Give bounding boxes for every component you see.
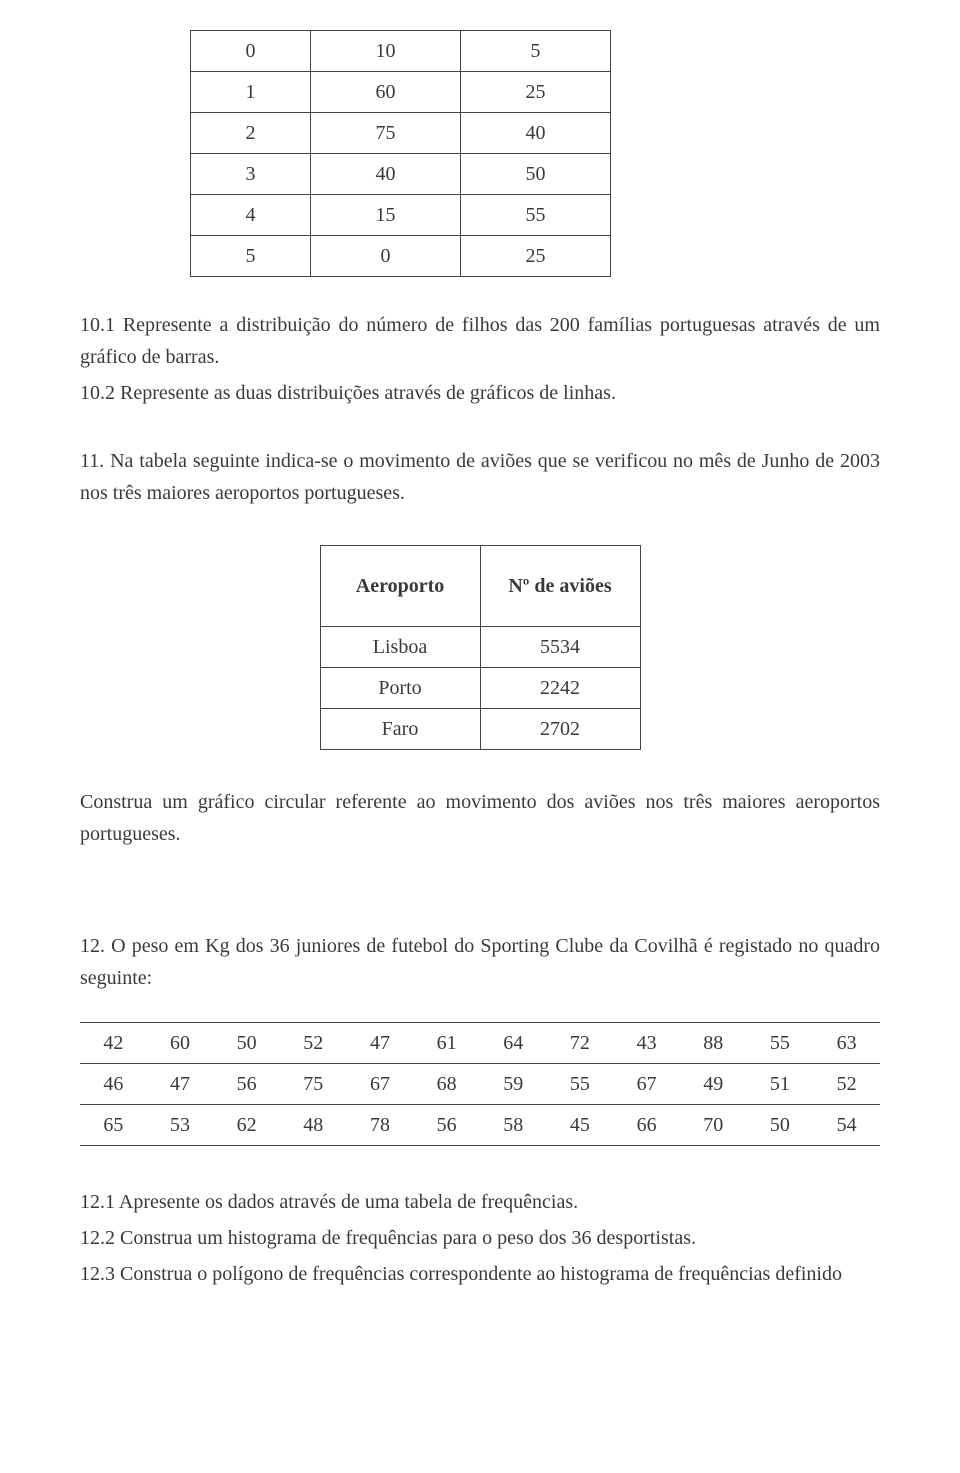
header-avioes: Nº de aviões	[480, 546, 640, 627]
cell: Faro	[320, 709, 480, 750]
cell: 3	[191, 154, 311, 195]
cell: 65	[80, 1105, 147, 1146]
cell: Porto	[320, 668, 480, 709]
cell: 60	[311, 72, 461, 113]
question-12: 12. O peso em Kg dos 36 juniores de fute…	[80, 930, 880, 994]
cell: 60	[147, 1023, 214, 1064]
cell: 48	[280, 1105, 347, 1146]
table-row: 426050524761647243885563	[80, 1023, 880, 1064]
cell: 75	[280, 1064, 347, 1105]
cell: 0	[191, 31, 311, 72]
cell: 88	[680, 1023, 747, 1064]
cell: 56	[413, 1105, 480, 1146]
cell: 61	[413, 1023, 480, 1064]
table-pesos-body: 426050524761647243885563 464756756768595…	[80, 1023, 880, 1146]
table-row: 41555	[191, 195, 611, 236]
cell: 55	[461, 195, 611, 236]
cell: 62	[213, 1105, 280, 1146]
cell: 66	[613, 1105, 680, 1146]
cell: 52	[280, 1023, 347, 1064]
cell: 50	[461, 154, 611, 195]
cell: 47	[347, 1023, 414, 1064]
table-row: Porto2242	[320, 668, 640, 709]
cell: 1	[191, 72, 311, 113]
table-row: Faro2702	[320, 709, 640, 750]
table-row: 27540	[191, 113, 611, 154]
question-11: 11. Na tabela seguinte indica-se o movim…	[80, 445, 880, 509]
cell: 72	[547, 1023, 614, 1064]
cell: 43	[613, 1023, 680, 1064]
cell: 5534	[480, 627, 640, 668]
question-11b: Construa um gráfico circular referente a…	[80, 786, 880, 850]
cell: 58	[480, 1105, 547, 1146]
table-row: Aeroporto Nº de aviões	[320, 546, 640, 627]
cell: 4	[191, 195, 311, 236]
cell: 50	[747, 1105, 814, 1146]
question-12-3: 12.3 Construa o polígono de frequências …	[80, 1258, 880, 1290]
cell: 2242	[480, 668, 640, 709]
cell: 52	[813, 1064, 880, 1105]
cell: 45	[547, 1105, 614, 1146]
cell: 40	[461, 113, 611, 154]
cell: 63	[813, 1023, 880, 1064]
table-row: 464756756768595567495152	[80, 1064, 880, 1105]
cell: 5	[461, 31, 611, 72]
table-row: Lisboa5534	[320, 627, 640, 668]
table-row: 655362487856584566705054	[80, 1105, 880, 1146]
cell: 2	[191, 113, 311, 154]
question-10-2: 10.2 Represente as duas distribuições at…	[80, 377, 880, 409]
cell: 59	[480, 1064, 547, 1105]
cell: 47	[147, 1064, 214, 1105]
cell: 51	[747, 1064, 814, 1105]
cell: 49	[680, 1064, 747, 1105]
table-row: 16025	[191, 72, 611, 113]
cell: 55	[547, 1064, 614, 1105]
cell: 75	[311, 113, 461, 154]
table-pesos: 426050524761647243885563 464756756768595…	[80, 1022, 880, 1146]
table-row: 34050	[191, 154, 611, 195]
table-filhos-body: 0105 16025 27540 34050 41555 5025	[191, 31, 611, 277]
cell: 0	[311, 236, 461, 277]
cell: 25	[461, 72, 611, 113]
cell: 50	[213, 1023, 280, 1064]
cell: 40	[311, 154, 461, 195]
cell: 53	[147, 1105, 214, 1146]
cell: 56	[213, 1064, 280, 1105]
cell: 15	[311, 195, 461, 236]
table-filhos: 0105 16025 27540 34050 41555 5025	[190, 30, 611, 277]
cell: 5	[191, 236, 311, 277]
cell: 68	[413, 1064, 480, 1105]
cell: 10	[311, 31, 461, 72]
question-10-1: 10.1 Represente a distribuição do número…	[80, 309, 880, 373]
cell: 67	[347, 1064, 414, 1105]
cell: 25	[461, 236, 611, 277]
question-12-1: 12.1 Apresente os dados através de uma t…	[80, 1186, 880, 1218]
cell: 55	[747, 1023, 814, 1064]
cell: 67	[613, 1064, 680, 1105]
cell: 42	[80, 1023, 147, 1064]
table-aeroportos: Aeroporto Nº de aviões Lisboa5534 Porto2…	[320, 545, 641, 750]
cell: 2702	[480, 709, 640, 750]
header-aeroporto: Aeroporto	[320, 546, 480, 627]
question-12-2: 12.2 Construa um histograma de frequênci…	[80, 1222, 880, 1254]
table-aeroportos-body: Lisboa5534 Porto2242 Faro2702	[320, 627, 640, 750]
cell: 64	[480, 1023, 547, 1064]
cell: Lisboa	[320, 627, 480, 668]
cell: 46	[80, 1064, 147, 1105]
table-row: 5025	[191, 236, 611, 277]
cell: 78	[347, 1105, 414, 1146]
cell: 54	[813, 1105, 880, 1146]
table-row: 0105	[191, 31, 611, 72]
cell: 70	[680, 1105, 747, 1146]
